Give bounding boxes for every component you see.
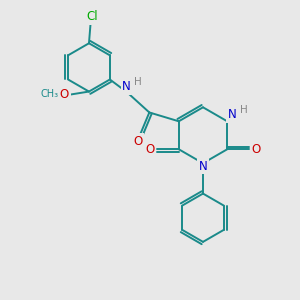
Text: H: H <box>134 77 141 87</box>
Text: CH₃: CH₃ <box>40 89 58 100</box>
Text: N: N <box>122 80 131 93</box>
Text: N: N <box>228 108 237 121</box>
Text: O: O <box>133 134 142 148</box>
Text: Cl: Cl <box>86 10 98 23</box>
Text: N: N <box>199 160 207 173</box>
Text: H: H <box>239 105 247 115</box>
Text: O: O <box>60 88 69 101</box>
Text: O: O <box>251 143 260 156</box>
Text: O: O <box>146 143 155 156</box>
